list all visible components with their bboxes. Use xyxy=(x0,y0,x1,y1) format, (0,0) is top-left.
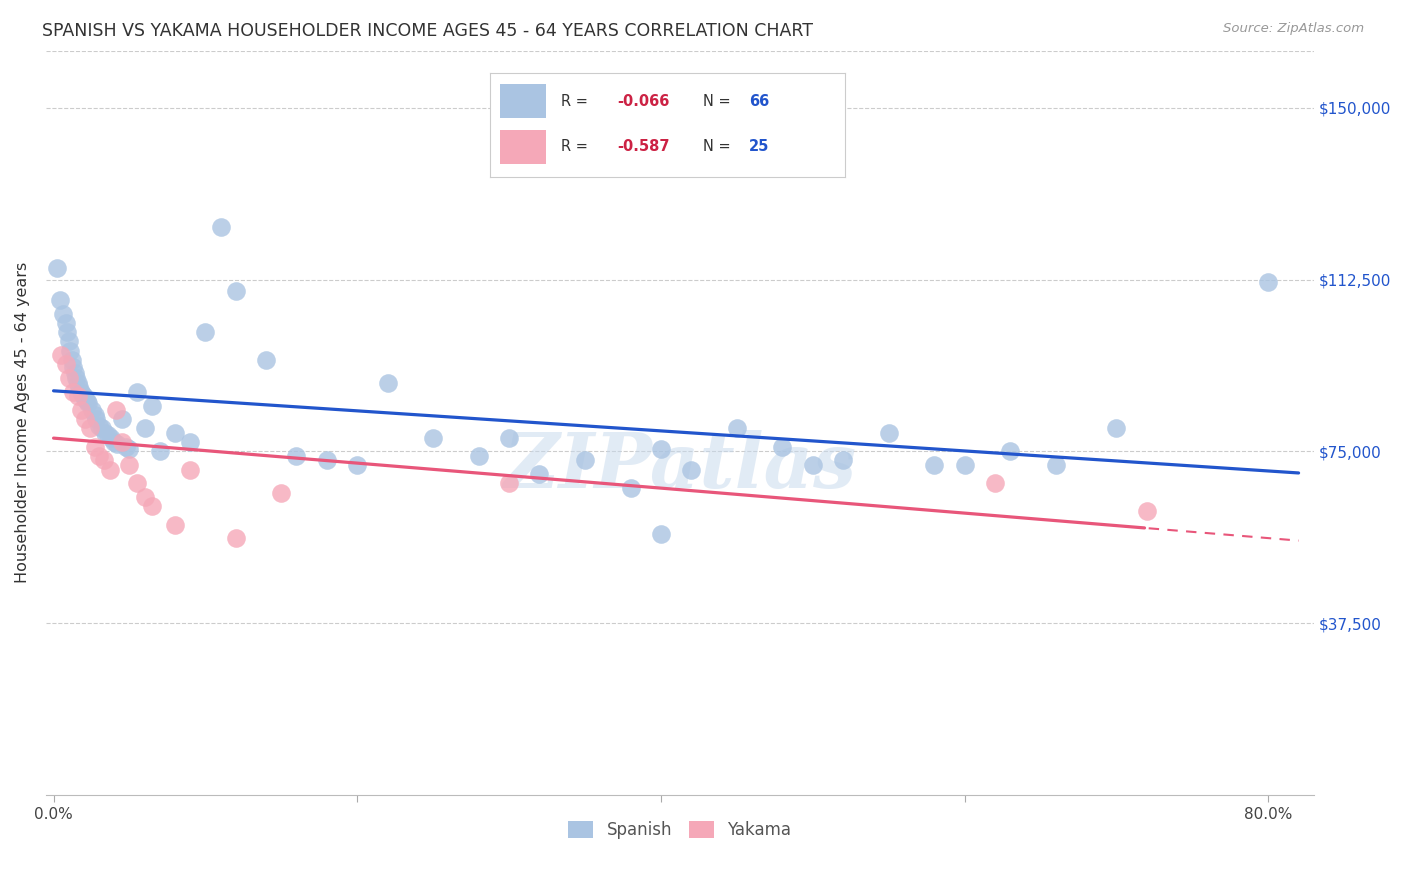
Point xyxy=(75,392,97,406)
Point xyxy=(83,440,105,454)
Point xyxy=(87,449,110,463)
Point xyxy=(118,458,141,472)
Point xyxy=(91,421,114,435)
Point xyxy=(877,425,900,440)
Point xyxy=(115,440,138,454)
Point xyxy=(75,412,97,426)
Point xyxy=(67,380,90,394)
Point xyxy=(498,476,520,491)
Point xyxy=(1105,421,1128,435)
Point xyxy=(141,500,163,514)
Point xyxy=(66,376,89,390)
Point xyxy=(77,396,100,410)
Point xyxy=(1045,458,1067,472)
Point xyxy=(93,453,115,467)
Point xyxy=(529,467,551,482)
Point xyxy=(194,325,217,339)
Point xyxy=(1136,504,1159,518)
Point xyxy=(58,371,80,385)
Point xyxy=(87,419,110,434)
Point xyxy=(984,476,1007,491)
Point xyxy=(179,435,201,450)
Point xyxy=(725,421,748,435)
Text: ZIPatlas: ZIPatlas xyxy=(503,430,856,504)
Point xyxy=(315,453,337,467)
Point xyxy=(179,462,201,476)
Text: Source: ZipAtlas.com: Source: ZipAtlas.com xyxy=(1223,22,1364,36)
Point xyxy=(104,403,127,417)
Y-axis label: Householder Income Ages 45 - 64 years: Householder Income Ages 45 - 64 years xyxy=(15,262,30,583)
Point xyxy=(70,384,93,399)
Point xyxy=(125,476,148,491)
Point xyxy=(346,458,368,472)
Text: SPANISH VS YAKAMA HOUSEHOLDER INCOME AGES 45 - 64 YEARS CORRELATION CHART: SPANISH VS YAKAMA HOUSEHOLDER INCOME AGE… xyxy=(42,22,813,40)
Point xyxy=(59,343,82,358)
Point xyxy=(62,359,84,374)
Point xyxy=(134,421,156,435)
Point xyxy=(70,403,93,417)
Point xyxy=(72,387,94,401)
Point xyxy=(270,485,292,500)
Point xyxy=(681,462,703,476)
Point xyxy=(467,449,489,463)
Point xyxy=(619,481,641,495)
Point xyxy=(422,431,444,445)
Point xyxy=(118,442,141,456)
Point xyxy=(63,367,86,381)
Point xyxy=(225,531,247,545)
Point xyxy=(62,384,84,399)
Point xyxy=(498,431,520,445)
Point xyxy=(1257,275,1279,289)
Point xyxy=(832,453,855,467)
Point xyxy=(55,316,77,330)
Point xyxy=(76,393,98,408)
Point xyxy=(149,444,172,458)
Point xyxy=(65,371,87,385)
Point xyxy=(163,425,186,440)
Point xyxy=(83,408,105,422)
Point xyxy=(45,261,67,276)
Point xyxy=(58,334,80,349)
Point xyxy=(134,490,156,504)
Point xyxy=(97,428,120,442)
Point xyxy=(125,384,148,399)
Point xyxy=(103,435,125,450)
Point xyxy=(650,526,672,541)
Point xyxy=(209,219,232,234)
Point xyxy=(225,284,247,298)
Point xyxy=(60,352,83,367)
Point xyxy=(66,389,89,403)
Point xyxy=(105,437,128,451)
Point xyxy=(285,449,308,463)
Point xyxy=(922,458,945,472)
Legend: Spanish, Yakama: Spanish, Yakama xyxy=(562,814,799,846)
Point xyxy=(111,412,134,426)
Point xyxy=(48,293,70,308)
Point xyxy=(100,431,122,445)
Point xyxy=(49,348,72,362)
Point xyxy=(574,453,596,467)
Point xyxy=(94,425,117,440)
Point xyxy=(56,325,79,339)
Point xyxy=(111,435,134,450)
Point xyxy=(80,403,103,417)
Point xyxy=(98,462,121,476)
Point xyxy=(254,352,277,367)
Point xyxy=(79,421,101,435)
Point xyxy=(953,458,976,472)
Point xyxy=(84,412,107,426)
Point xyxy=(163,517,186,532)
Point xyxy=(801,458,824,472)
Point xyxy=(770,440,793,454)
Point xyxy=(377,376,399,390)
Point xyxy=(55,357,77,371)
Point xyxy=(650,442,672,456)
Point xyxy=(52,307,75,321)
Point xyxy=(998,444,1021,458)
Point xyxy=(73,389,96,403)
Point xyxy=(141,399,163,413)
